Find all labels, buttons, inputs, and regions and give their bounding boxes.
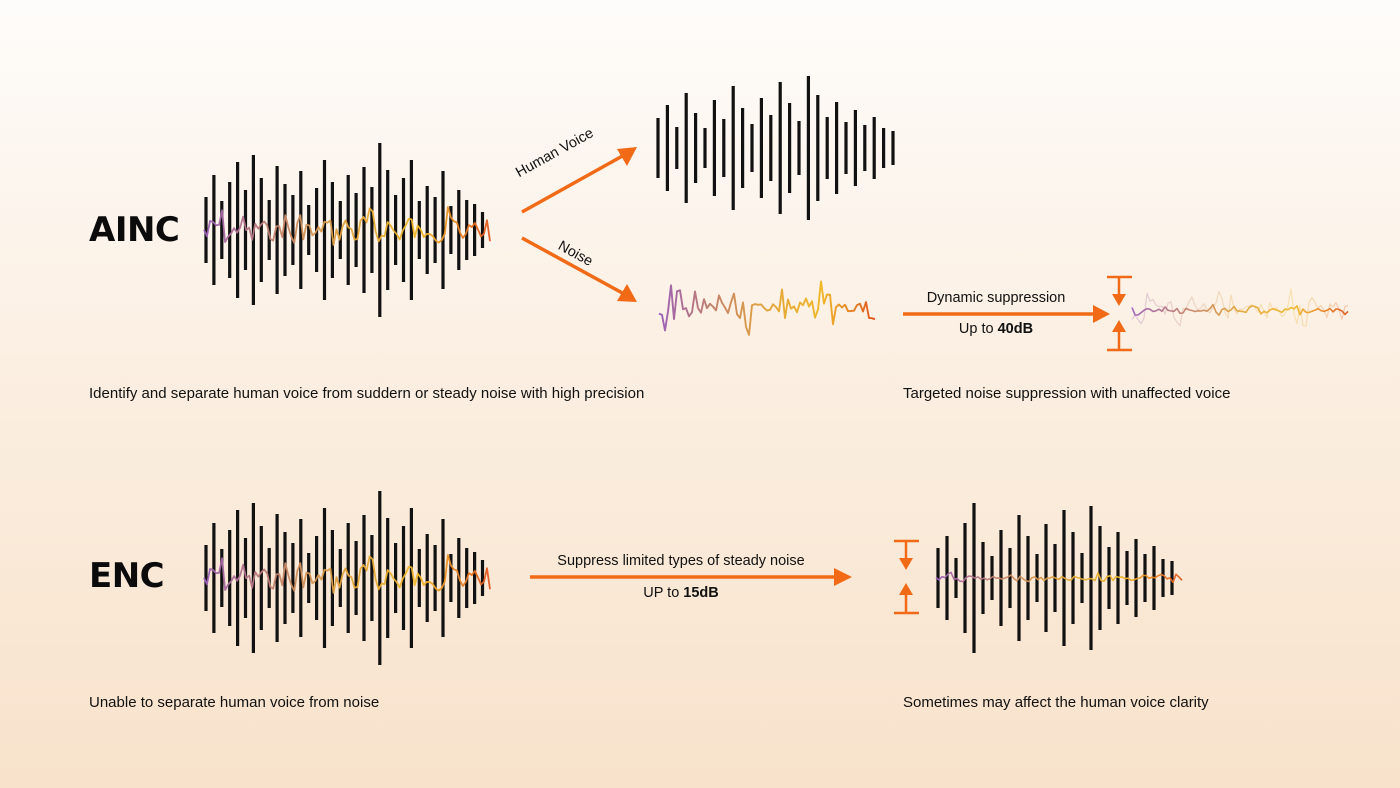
enc-heading: ENC [89,556,165,596]
ainc-amount-value: 40dB [997,321,1034,337]
dynamic-suppression-label: Dynamic suppression [926,290,1066,306]
ainc-amount-prefix: Up to [958,321,998,337]
ainc-suppression-amount: Up to 40dB [910,321,1082,337]
enc-compress-marker-icon [894,539,919,615]
ainc-heading: AINC [89,210,180,250]
enc-suppression-amount: UP to 15dB [530,585,832,601]
enc-amount-prefix: UP to [643,585,684,601]
arrow-to-noise [521,236,637,302]
enc-caption-left: Unable to separate human voice from nois… [89,694,380,711]
ainc-noise-waveform [658,280,876,336]
ainc-mixed-noise-line [203,206,491,246]
enc-amount-value: 15dB [683,585,719,601]
ainc-caption-right: Targeted noise suppression with unaffect… [903,385,1231,402]
ainc-mixed-waveform [203,143,491,317]
enc-result-noise-line [935,571,1183,584]
enc-mixed-waveform [203,491,491,665]
ainc-noise-line [658,280,876,336]
ainc-result-waveform [1131,288,1349,327]
ainc-caption-left: Identify and separate human voice from s… [89,385,645,402]
ainc-compress-marker-icon [1107,275,1132,352]
enc-caption-right: Sometimes may affect the human voice cla… [903,694,1209,711]
enc-suppression-label: Suppress limited types of steady noise [557,553,805,569]
enc-result-waveform [935,503,1183,653]
arrow-to-voice [521,147,637,214]
ainc-result-faded-noise [1131,288,1349,327]
ainc-voice-waveform [656,76,895,220]
arrow-enc-suppression [530,568,852,586]
arrow-dynamic-suppression [903,305,1110,323]
enc-mixed-noise-line [203,554,491,594]
ainc-result-clean-line [1131,303,1349,316]
